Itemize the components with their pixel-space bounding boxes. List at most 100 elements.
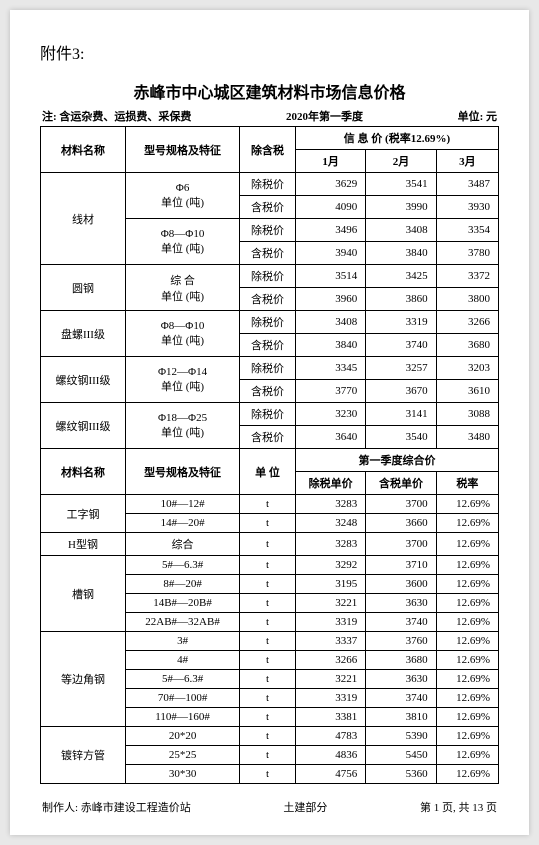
cell: 3283 bbox=[295, 495, 365, 514]
period-text: 2020年第一季度 bbox=[286, 108, 363, 124]
cell: 3640 bbox=[295, 426, 365, 449]
spec: 8#—20# bbox=[125, 575, 239, 594]
spec: 14B#—20B# bbox=[125, 594, 239, 613]
cell: 3372 bbox=[436, 265, 498, 288]
spec: 3# bbox=[125, 632, 239, 651]
page: 附件3: 赤峰市中心城区建筑材料市场信息价格 注: 含运杂费、运损费、采保费 2… bbox=[10, 10, 529, 835]
unit: t bbox=[240, 651, 296, 670]
cell: 3700 bbox=[366, 495, 436, 514]
cell: 5390 bbox=[366, 727, 436, 746]
mat-name: 螺纹钢III级 bbox=[41, 357, 126, 403]
cell: 3487 bbox=[436, 173, 498, 196]
cell: 12.69% bbox=[436, 746, 498, 765]
cell: 12.69% bbox=[436, 689, 498, 708]
cell: 3230 bbox=[295, 403, 365, 426]
cell: 4756 bbox=[295, 765, 365, 784]
cell: 3630 bbox=[366, 670, 436, 689]
spec: Φ18—Φ25单位 (吨) bbox=[125, 403, 239, 449]
meta-row: 注: 含运杂费、运损费、采保费 2020年第一季度 单位: 元 bbox=[40, 108, 499, 124]
cell: 3780 bbox=[436, 242, 498, 265]
cell: 12.69% bbox=[436, 632, 498, 651]
cell: 3660 bbox=[366, 514, 436, 533]
spec: 综 合单位 (吨) bbox=[125, 265, 239, 311]
unit: t bbox=[240, 613, 296, 632]
mat-name: 镀锌方管 bbox=[41, 727, 126, 784]
col-incl: 含税单价 bbox=[366, 472, 436, 495]
price-kind: 含税价 bbox=[240, 426, 296, 449]
price-table: 材料名称 型号规格及特征 除含税 信 息 价 (税率12.69%)1月2月3月线… bbox=[40, 126, 499, 784]
cell: 3630 bbox=[366, 594, 436, 613]
unit: t bbox=[240, 533, 296, 556]
cell: 12.69% bbox=[436, 556, 498, 575]
cell: 4836 bbox=[295, 746, 365, 765]
cell: 3930 bbox=[436, 196, 498, 219]
spec: 25*25 bbox=[125, 746, 239, 765]
cell: 3710 bbox=[366, 556, 436, 575]
cell: 3480 bbox=[436, 426, 498, 449]
unit: t bbox=[240, 708, 296, 727]
unit: t bbox=[240, 746, 296, 765]
cell: 12.69% bbox=[436, 575, 498, 594]
col-excltax: 除含税 bbox=[240, 127, 296, 173]
col-m1: 1月 bbox=[295, 150, 365, 173]
cell: 3257 bbox=[366, 357, 436, 380]
cell: 5450 bbox=[366, 746, 436, 765]
cell: 3283 bbox=[295, 533, 365, 556]
cell: 3740 bbox=[366, 613, 436, 632]
unit: t bbox=[240, 495, 296, 514]
cell: 3514 bbox=[295, 265, 365, 288]
cell: 3541 bbox=[366, 173, 436, 196]
col-info-price: 信 息 价 (税率12.69%) bbox=[295, 127, 498, 150]
cell: 3700 bbox=[366, 533, 436, 556]
cell: 3221 bbox=[295, 670, 365, 689]
cell: 3354 bbox=[436, 219, 498, 242]
page-title: 赤峰市中心城区建筑材料市场信息价格 bbox=[40, 79, 499, 103]
price-kind: 含税价 bbox=[240, 334, 296, 357]
cell: 3540 bbox=[366, 426, 436, 449]
cell: 3740 bbox=[366, 689, 436, 708]
cell: 4783 bbox=[295, 727, 365, 746]
price-kind: 除税价 bbox=[240, 357, 296, 380]
spec: Φ6单位 (吨) bbox=[125, 173, 239, 219]
cell: 3266 bbox=[295, 651, 365, 670]
cell: 3319 bbox=[295, 689, 365, 708]
unit: t bbox=[240, 765, 296, 784]
cell: 3425 bbox=[366, 265, 436, 288]
spec: 10#—12# bbox=[125, 495, 239, 514]
mat-name: 圆钢 bbox=[41, 265, 126, 311]
unit: t bbox=[240, 514, 296, 533]
cell: 3195 bbox=[295, 575, 365, 594]
cell: 3408 bbox=[366, 219, 436, 242]
cell: 3629 bbox=[295, 173, 365, 196]
cell: 3680 bbox=[436, 334, 498, 357]
spec: 110#—160# bbox=[125, 708, 239, 727]
price-kind: 除税价 bbox=[240, 265, 296, 288]
col-m2: 2月 bbox=[366, 150, 436, 173]
col-rate: 税率 bbox=[436, 472, 498, 495]
cell: 12.69% bbox=[436, 495, 498, 514]
col-qprice: 第一季度综合价 bbox=[295, 449, 498, 472]
col-excl: 除税单价 bbox=[295, 472, 365, 495]
cell: 3203 bbox=[436, 357, 498, 380]
spec: 5#—6.3# bbox=[125, 556, 239, 575]
unit-text: 单位: 元 bbox=[458, 108, 497, 124]
price-kind: 含税价 bbox=[240, 380, 296, 403]
unit: t bbox=[240, 670, 296, 689]
cell: 3960 bbox=[295, 288, 365, 311]
cell: 3319 bbox=[366, 311, 436, 334]
author-text: 制作人: 赤峰市建设工程造价站 bbox=[42, 799, 191, 815]
cell: 3810 bbox=[366, 708, 436, 727]
spec: 14#—20# bbox=[125, 514, 239, 533]
cell: 3770 bbox=[295, 380, 365, 403]
mat-name: 线材 bbox=[41, 173, 126, 265]
col-spec: 型号规格及特征 bbox=[125, 127, 239, 173]
cell: 3800 bbox=[436, 288, 498, 311]
cell: 4090 bbox=[295, 196, 365, 219]
spec: 30*30 bbox=[125, 765, 239, 784]
part-text: 土建部分 bbox=[283, 799, 327, 815]
cell: 12.69% bbox=[436, 670, 498, 689]
cell: 3680 bbox=[366, 651, 436, 670]
cell: 3940 bbox=[295, 242, 365, 265]
unit: t bbox=[240, 575, 296, 594]
cell: 3840 bbox=[295, 334, 365, 357]
